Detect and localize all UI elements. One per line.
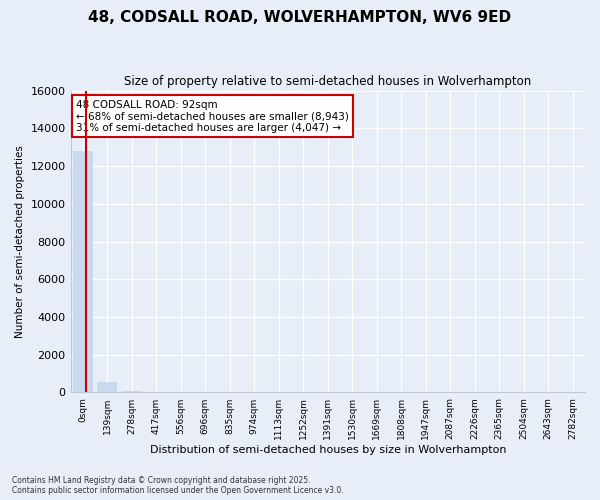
Bar <box>97 382 117 392</box>
Text: Contains HM Land Registry data © Crown copyright and database right 2025.
Contai: Contains HM Land Registry data © Crown c… <box>12 476 344 495</box>
Text: 48, CODSALL ROAD, WOLVERHAMPTON, WV6 9ED: 48, CODSALL ROAD, WOLVERHAMPTON, WV6 9ED <box>88 10 512 25</box>
Bar <box>122 391 142 392</box>
Y-axis label: Number of semi-detached properties: Number of semi-detached properties <box>15 145 25 338</box>
Bar <box>73 151 92 392</box>
Text: 48 CODSALL ROAD: 92sqm
← 68% of semi-detached houses are smaller (8,943)
31% of : 48 CODSALL ROAD: 92sqm ← 68% of semi-det… <box>76 100 349 133</box>
X-axis label: Distribution of semi-detached houses by size in Wolverhampton: Distribution of semi-detached houses by … <box>149 445 506 455</box>
Title: Size of property relative to semi-detached houses in Wolverhampton: Size of property relative to semi-detach… <box>124 75 532 88</box>
